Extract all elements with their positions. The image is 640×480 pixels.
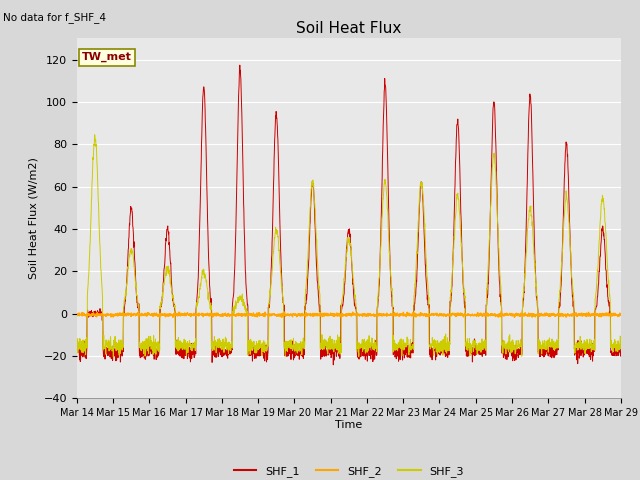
SHF_1 bbox=[584, 350, 592, 356]
SHF_2 bbox=[73, 313, 81, 319]
SHF_1 bbox=[73, 347, 81, 352]
X-axis label: Time: Time bbox=[335, 420, 362, 430]
SHF_1 bbox=[508, 349, 515, 355]
SHF_2 bbox=[497, 309, 505, 314]
SHF_2 bbox=[278, 314, 285, 320]
Line: SHF_2: SHF_2 bbox=[77, 312, 621, 317]
SHF_3 bbox=[570, 292, 577, 298]
SHF_2 bbox=[365, 313, 372, 319]
SHF_2 bbox=[376, 312, 384, 317]
Title: Soil Heat Flux: Soil Heat Flux bbox=[296, 21, 401, 36]
SHF_2 bbox=[225, 311, 232, 316]
SHF_2 bbox=[508, 311, 515, 317]
SHF_1 bbox=[617, 344, 625, 350]
Text: No data for f_SHF_4: No data for f_SHF_4 bbox=[3, 12, 106, 23]
SHF_1 bbox=[365, 345, 372, 351]
Y-axis label: Soil Heat Flux (W/m2): Soil Heat Flux (W/m2) bbox=[28, 157, 38, 279]
Legend: SHF_1, SHF_2, SHF_3: SHF_1, SHF_2, SHF_3 bbox=[229, 462, 468, 480]
SHF_1 bbox=[225, 349, 232, 355]
SHF_3 bbox=[73, 341, 81, 347]
Text: TW_met: TW_met bbox=[82, 52, 132, 62]
SHF_1 bbox=[236, 62, 244, 68]
SHF_3 bbox=[109, 354, 117, 360]
SHF_2 bbox=[584, 312, 592, 318]
SHF_1 bbox=[377, 238, 385, 244]
SHF_1 bbox=[570, 304, 577, 310]
SHF_3 bbox=[225, 344, 233, 350]
SHF_1 bbox=[330, 362, 337, 368]
SHF_3 bbox=[508, 346, 515, 351]
SHF_3 bbox=[377, 245, 385, 251]
Line: SHF_3: SHF_3 bbox=[77, 135, 621, 357]
SHF_2 bbox=[570, 311, 577, 317]
SHF_3 bbox=[365, 339, 372, 345]
SHF_3 bbox=[91, 132, 99, 138]
SHF_2 bbox=[617, 312, 625, 318]
SHF_3 bbox=[584, 343, 592, 348]
Line: SHF_1: SHF_1 bbox=[77, 65, 621, 365]
SHF_3 bbox=[617, 339, 625, 345]
